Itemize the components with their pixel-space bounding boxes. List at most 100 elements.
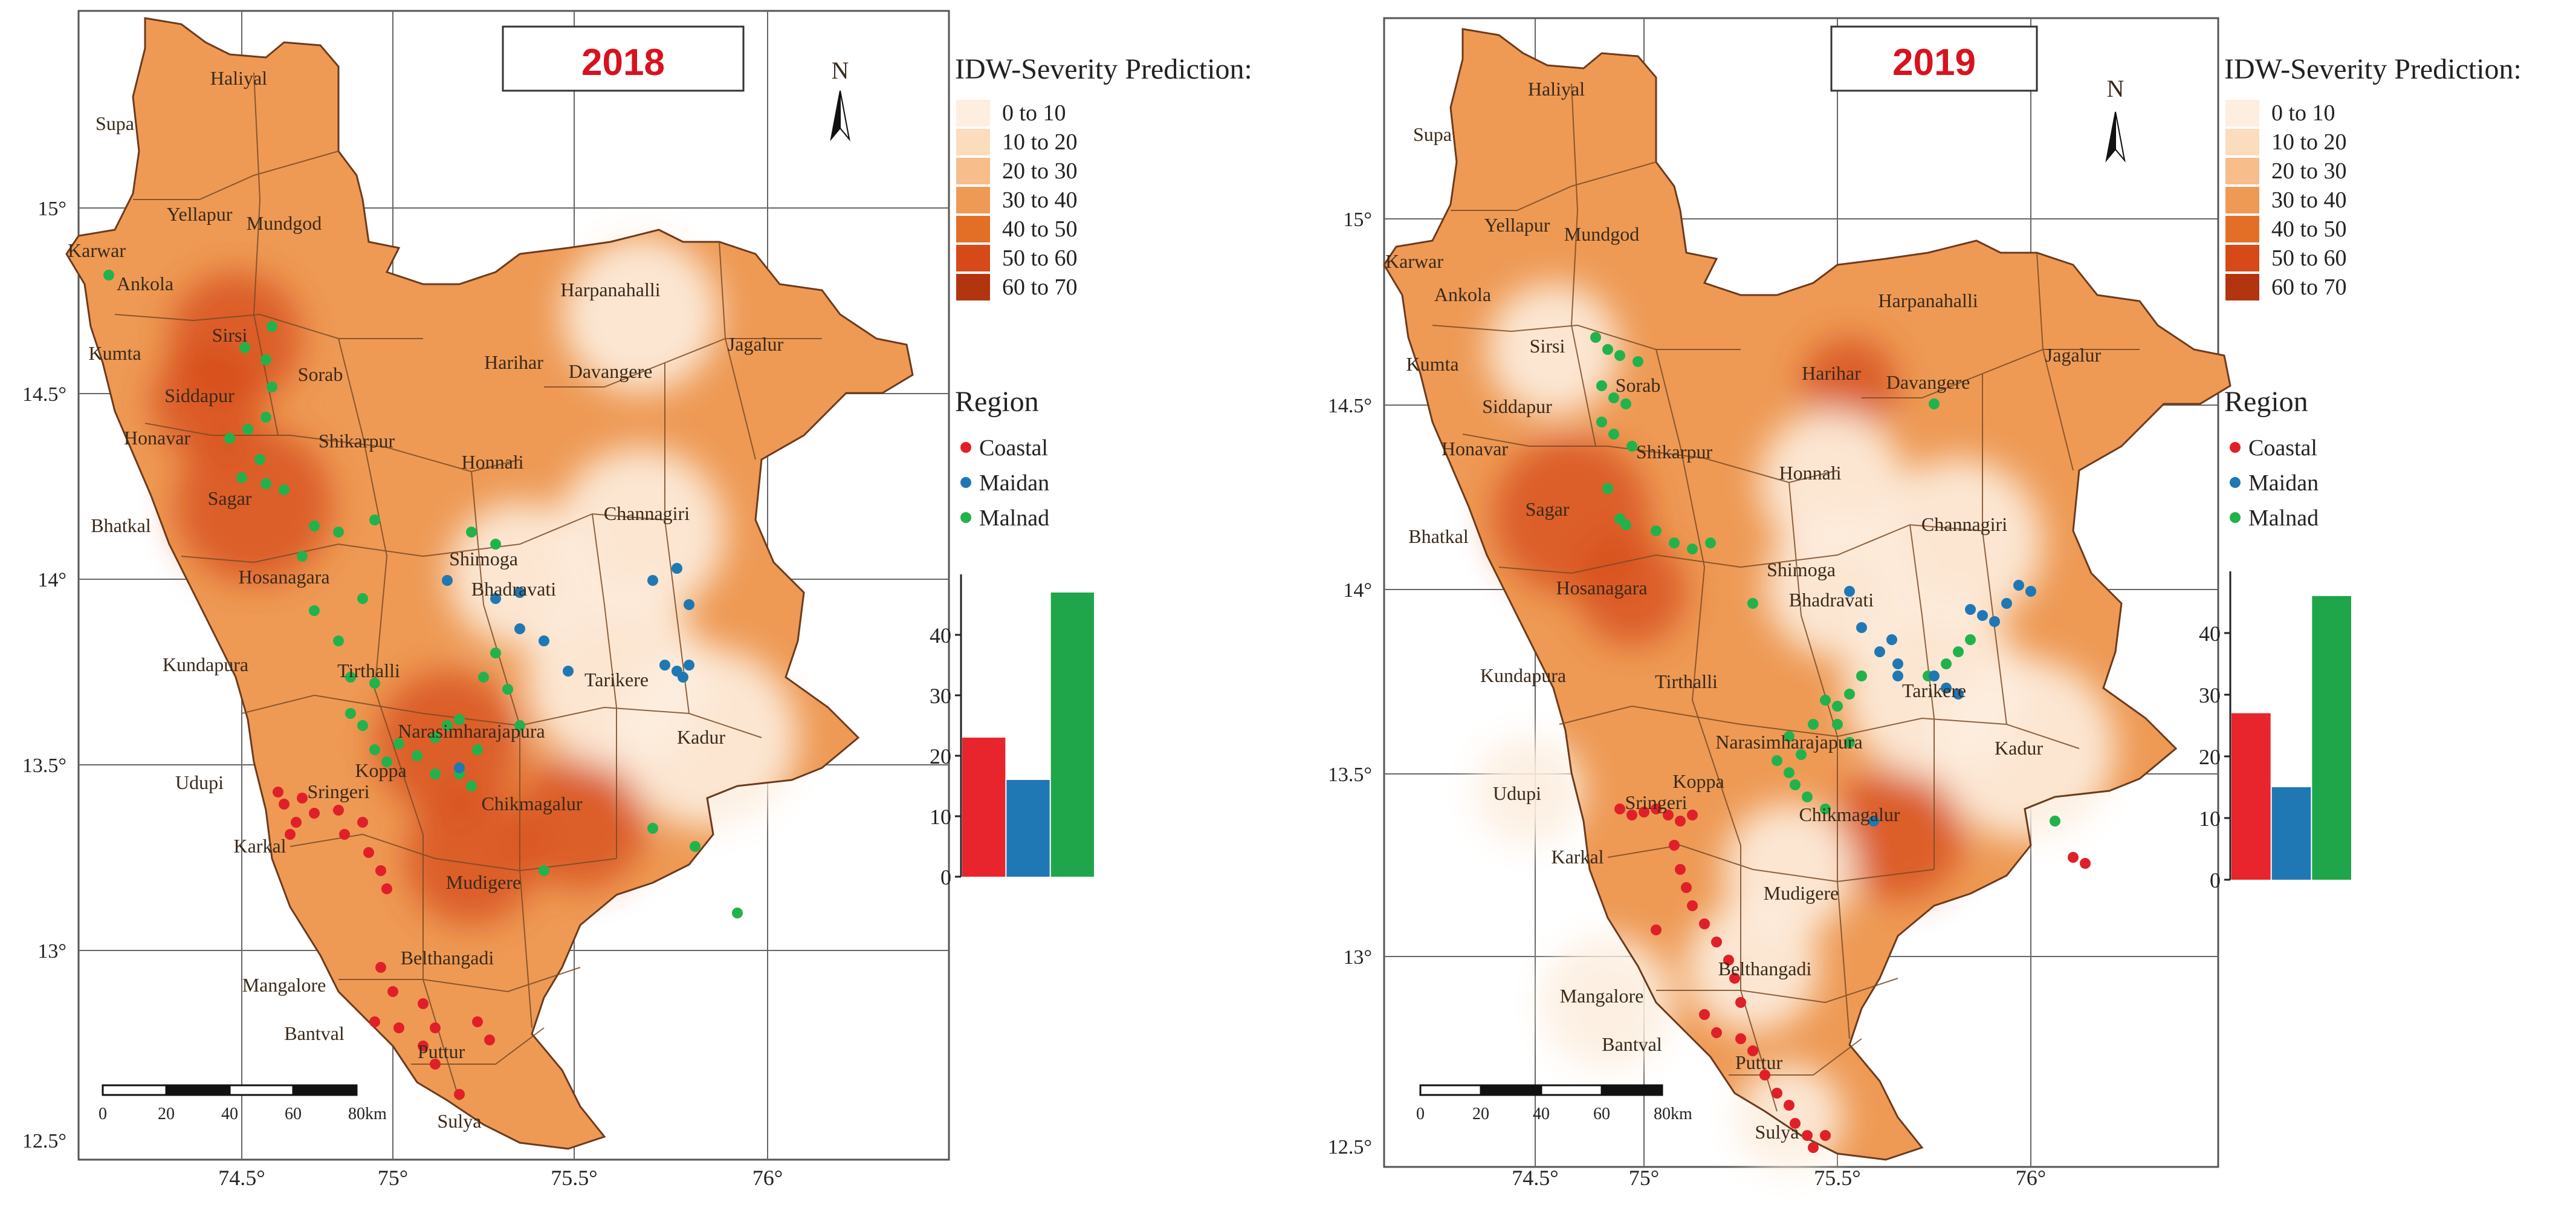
legend-class-label: 10 to 20 [1002,129,1078,155]
place-label-mundgod: Mundgod [247,212,322,234]
scale-tick: 80 [1654,1105,1671,1123]
place-label-supa: Supa [1413,123,1452,145]
sample-point-coastal [369,1016,380,1027]
lat-tick: 13° [1343,946,1372,969]
place-label-sagar: Sagar [1526,498,1570,520]
scale-tick: 20 [158,1105,175,1123]
sample-point-maidan [539,635,549,646]
sample-point-coastal [2080,858,2091,869]
sample-point-malnad [466,781,477,791]
place-label-yellapur: Yellapur [1484,214,1550,236]
lat-tick: 13.5° [22,755,66,777]
region-marker [2230,477,2241,488]
sample-point-coastal [1614,804,1625,814]
place-label-sulya: Sulya [438,1110,482,1132]
sample-point-maidan [1892,671,1903,681]
sample-point-coastal [375,865,386,876]
sample-point-malnad [412,750,422,761]
lat-tick: 15° [37,198,66,220]
sample-point-maidan [1868,816,1879,827]
sample-point-malnad [430,768,441,779]
chart-y-tick-label: 30 [930,684,951,708]
place-label-bhatkal: Bhatkal [1408,525,1469,547]
sample-point-maidan [2025,586,2036,597]
sample-point-malnad [333,635,344,646]
scale-tick: 40 [221,1105,238,1123]
scale-tick: 0 [1416,1105,1425,1123]
lon-tick: 74.5° [1512,1166,1558,1190]
sample-point-coastal [285,829,296,840]
place-label-karwar: Karwar [68,239,126,261]
sample-point-coastal [291,817,302,828]
region-label: Coastal [979,435,1048,461]
place-label-mangalore: Mangalore [1560,985,1644,1007]
hotspot-harihar [1801,337,1898,434]
sample-point-coastal [1663,810,1674,820]
scale-tick: 60 [1593,1105,1610,1123]
sample-point-coastal [2068,852,2079,863]
sample-point-coastal [1735,997,1746,1008]
place-label-harihar: Harihar [484,351,543,373]
sample-point-malnad [1651,525,1662,536]
sample-point-malnad [1832,719,1843,730]
longitude-ticks: 74.5° 75° 75.5° 76° [1512,1166,2046,1190]
place-label-belthangadi: Belthangadi [1718,958,1812,979]
place-label-shikarpur: Shikarpur [1636,441,1713,463]
legend-class-label: 50 to 60 [1002,245,1078,271]
scale-segment [1540,1084,1603,1096]
place-label-udupi: Udupi [175,771,224,793]
place-label-honnali: Honnali [1779,462,1841,484]
place-label-sorab: Sorab [298,363,343,385]
place-label-channagiri: Channagiri [604,502,690,524]
sample-point-coastal [454,1089,465,1100]
coldspot-sirsi [1487,283,1620,416]
sample-point-maidan [442,575,453,586]
lat-tick: 14° [37,569,66,591]
latitude-ticks: 15° 14.5° 14° 13.5° 13° 12.5° [22,198,66,1152]
place-label-haliyal: Haliyal [210,67,267,89]
chart-y-tick-label: 40 [2199,622,2221,646]
place-label-shikarpur: Shikarpur [319,430,395,452]
sample-point-malnad [261,354,271,365]
sample-point-malnad [490,539,501,550]
coldspot-channagiri [1874,458,2043,628]
sample-point-malnad [357,593,368,604]
sample-point-malnad [1620,519,1631,530]
region-marker [2230,442,2241,453]
place-label-karkal: Karkal [1551,846,1604,868]
sample-point-maidan [2013,580,2024,591]
sample-point-malnad [1784,767,1794,778]
year-title: 2018 [581,42,665,83]
year-box [502,25,745,92]
place-label-bantval: Bantval [1602,1033,1662,1055]
scale-bar: 0 20 40 60 80 km [1416,1084,1692,1123]
scale-segment [1600,1084,1663,1096]
scale-unit: km [1671,1105,1692,1123]
sample-point-malnad [267,321,277,332]
sample-point-malnad [1608,392,1619,403]
sample-point-malnad [690,841,701,852]
place-labels: Supa Haliyal Karwar Yellapur Mundgod Ankola Si… [68,67,784,1132]
sample-point-coastal [1651,924,1662,935]
sample-point-malnad [1602,344,1613,355]
place-label-supa: Supa [95,112,134,134]
scale-segment [165,1084,231,1096]
scale-tick: 0 [99,1105,107,1123]
region-marker [2230,512,2241,523]
sample-point-coastal [1711,1027,1722,1038]
sample-point-malnad [514,720,525,731]
scale-tick: 60 [285,1105,302,1123]
place-label-sulya: Sulya [1755,1121,1799,1143]
hotspot-narasimharajapura [375,671,520,816]
sample-point-malnad [1802,791,1813,802]
coldspot-mangalore [1541,936,1674,1069]
place-label-mudigere: Mudigere [446,871,521,893]
place-label-harihar: Harihar [1802,362,1861,384]
sample-point-maidan [659,660,670,671]
sample-point-malnad [1747,598,1758,609]
sample-point-maidan [490,593,501,604]
legend-swatch [2225,158,2259,184]
sample-points [103,270,743,1100]
legend-class-label: 10 to 20 [2271,129,2347,155]
place-label-honavar: Honavar [124,427,191,449]
